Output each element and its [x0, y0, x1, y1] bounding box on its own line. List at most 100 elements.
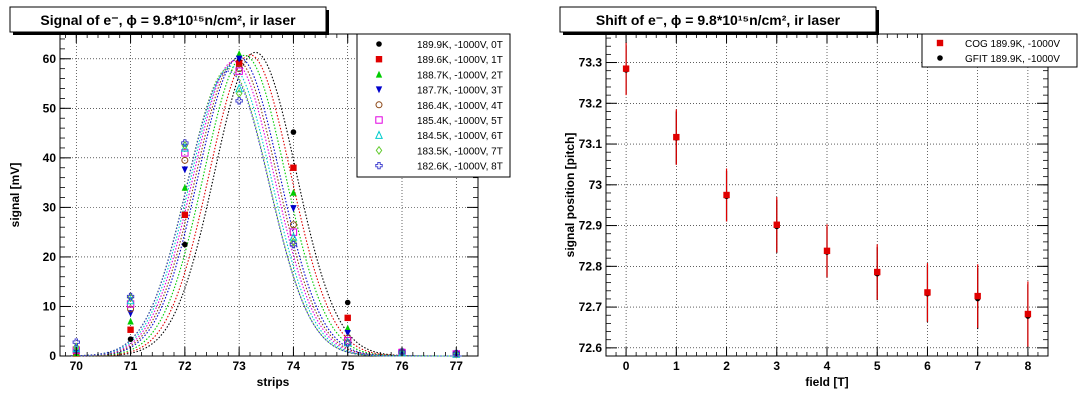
- data-point: [344, 330, 351, 337]
- x-tick-label: 74: [287, 359, 301, 373]
- data-point: [72, 338, 80, 346]
- y-tick-label: 60: [43, 52, 57, 66]
- data-point: [344, 299, 351, 306]
- legend-marker: [375, 56, 383, 63]
- legend-label: 188.7K, -1000V, 2T: [417, 70, 503, 81]
- data-point: [290, 129, 297, 135]
- legend-marker: [376, 41, 382, 47]
- data-point: [974, 292, 981, 300]
- y-tick-label: 73.2: [579, 96, 603, 110]
- x-tick-label: 71: [124, 359, 138, 373]
- y-tick-label: 30: [43, 200, 57, 214]
- data-point: [235, 50, 243, 58]
- data-point: [289, 240, 298, 249]
- fit-curve: [70, 54, 462, 357]
- data-point: [235, 55, 243, 63]
- legend-marker: [375, 70, 383, 78]
- data-point: [289, 228, 298, 236]
- data-point: [235, 60, 243, 67]
- y-tick-label: 20: [43, 250, 57, 264]
- data-point: [773, 221, 780, 228]
- data-point: [344, 314, 351, 322]
- x-tick-label: 73: [232, 359, 246, 373]
- x-tick-label: 5: [874, 359, 881, 373]
- legend-label: COG 189.9K, -1000V: [965, 39, 1060, 50]
- x-tick-label: 7: [974, 359, 981, 373]
- y-tick-label: 73.3: [579, 56, 603, 70]
- title-box: Shift of e⁻, ϕ = 9.8*10¹⁵n/cm², ir laser: [559, 6, 879, 35]
- fit-curve: [70, 68, 462, 357]
- y-tick-label: 72.7: [579, 300, 603, 314]
- legend-marker: [375, 161, 383, 170]
- data-point: [1024, 310, 1032, 318]
- data-point: [126, 295, 135, 305]
- legend-label: 186.4K, -1000V, 4T: [417, 101, 503, 112]
- data-point: [127, 336, 134, 342]
- y-tick-label: 72.8: [579, 259, 603, 273]
- legend-label: 189.9K, -1000V, 0T: [417, 40, 503, 51]
- y-axis-label: signal position [pitch]: [563, 133, 577, 258]
- data-point: [290, 188, 297, 196]
- data-point: [290, 164, 297, 171]
- data-point: [723, 191, 730, 199]
- legend: 189.9K, -1000V, 0T 189.6K, -1000V, 1T 188.…: [356, 33, 511, 178]
- x-tick-label: 1: [673, 359, 680, 373]
- chart-title: Signal of e⁻, ϕ = 9.8*10¹⁵n/cm², ir lase…: [40, 12, 296, 28]
- legend-marker: [375, 145, 383, 155]
- x-tick-label: 72: [178, 359, 192, 373]
- legend-label: 189.6K, -1000V, 1T: [417, 55, 503, 66]
- data-point: [126, 292, 135, 301]
- x-tick-label: 76: [395, 359, 409, 373]
- data-point: [289, 221, 297, 229]
- data-point: [127, 317, 134, 325]
- data-points: [622, 42, 1032, 348]
- data-point: [182, 241, 188, 248]
- x-axis-label: field [T]: [805, 375, 848, 389]
- y-tick-label: 73.1: [579, 137, 603, 151]
- y-tick-label: 73: [589, 178, 603, 192]
- legend-marker: [375, 130, 383, 139]
- data-point: [127, 326, 134, 333]
- data-point: [344, 339, 352, 347]
- data-point: [127, 305, 135, 313]
- legend-marker: [937, 55, 943, 61]
- y-tick-label: 40: [43, 151, 57, 165]
- legend-label: 182.6K, -1000V, 8T: [417, 162, 503, 173]
- data-point: [235, 97, 243, 105]
- legend-label: GFIT 189.9K, -1000V: [965, 54, 1060, 65]
- fit-curve: [70, 65, 462, 357]
- legend-entries: 189.9K, -1000V, 0T 189.6K, -1000V, 1T 188.…: [375, 40, 503, 173]
- fit-curves: [70, 51, 462, 357]
- chart-title: Shift of e⁻, ϕ = 9.8*10¹⁵n/cm², ir laser: [596, 12, 841, 28]
- x-tick-label: 0: [623, 359, 630, 373]
- x-tick-label: 77: [450, 359, 464, 373]
- data-point: [874, 268, 881, 276]
- x-tick-label: 8: [1025, 359, 1032, 373]
- data-point: [290, 237, 297, 247]
- y-tick-label: 0: [49, 349, 56, 363]
- x-axis-label: strips: [257, 375, 290, 389]
- legend-label: 183.5K, -1000V, 7T: [417, 146, 503, 157]
- data-point: [127, 292, 134, 303]
- data-point: [235, 83, 244, 93]
- data-point: [181, 166, 189, 174]
- y-tick-label: 72.9: [579, 219, 603, 233]
- legend-entries: COG 189.9K, -1000V GFIT 189.9K, -1000V: [936, 39, 1060, 65]
- legend-marker: [375, 101, 383, 109]
- data-point: [181, 211, 189, 219]
- y-tick-label: 50: [43, 101, 57, 115]
- data-point: [290, 205, 297, 213]
- data-points: [72, 50, 461, 359]
- fit-curve: [70, 54, 462, 357]
- x-tick-label: 70: [70, 359, 84, 373]
- data-point: [398, 347, 406, 358]
- legend-marker: [936, 39, 944, 47]
- plot-frame: [605, 33, 1049, 357]
- data-point: [181, 156, 189, 164]
- y-tick-label: 10: [43, 299, 57, 313]
- legend-label: 185.4K, -1000V, 5T: [417, 116, 503, 127]
- legend-label: 184.5K, -1000V, 6T: [417, 131, 503, 142]
- title-box: Signal of e⁻, ϕ = 9.8*10¹⁵n/cm², ir lase…: [9, 6, 329, 35]
